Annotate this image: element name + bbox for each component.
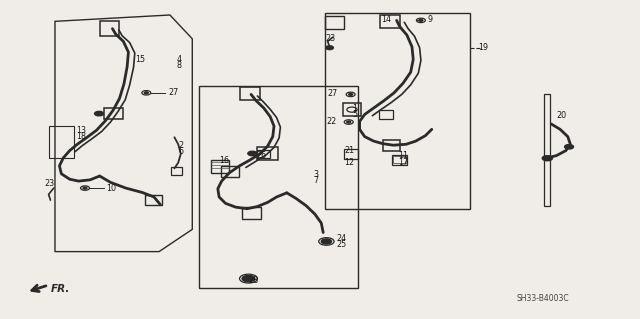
Text: 7: 7 [314,176,319,185]
Text: 22: 22 [326,117,337,126]
Text: 28: 28 [248,276,259,285]
Text: 19: 19 [478,43,488,52]
Bar [344,149,358,159]
Circle shape [145,92,148,94]
Text: 9: 9 [428,15,433,24]
Bar [325,16,344,29]
Text: 6: 6 [178,147,183,156]
Bar [239,87,260,100]
Text: 11: 11 [398,151,408,160]
Text: 25: 25 [336,240,346,249]
Text: 2: 2 [178,141,183,150]
Bar [543,94,550,205]
Text: 16: 16 [219,156,229,165]
Text: 10: 10 [106,184,116,193]
Bar [257,147,278,160]
Circle shape [542,156,552,161]
Circle shape [419,19,423,21]
Text: 8: 8 [176,61,181,70]
Text: 4: 4 [176,55,181,64]
Text: SH33-B4003C: SH33-B4003C [516,294,570,303]
Bar [49,126,74,158]
Circle shape [321,239,332,244]
Bar [171,167,182,175]
Text: FR.: FR. [51,284,70,294]
Bar [343,103,361,116]
Text: 20: 20 [556,111,566,120]
Text: 5: 5 [352,110,357,119]
Text: 21: 21 [344,146,355,155]
Text: 1: 1 [352,104,357,113]
Bar [392,155,407,165]
Text: 13: 13 [76,126,86,135]
Bar [221,167,239,177]
Bar [257,150,270,158]
Bar [379,110,393,119]
Text: 17: 17 [398,158,408,167]
Circle shape [83,187,87,189]
Text: 14: 14 [381,15,391,24]
Text: 18: 18 [76,132,86,141]
Circle shape [242,275,255,282]
Circle shape [95,111,104,116]
Circle shape [248,151,257,156]
Bar [383,140,401,151]
Text: 3: 3 [314,170,319,179]
Text: 26: 26 [256,151,266,160]
Bar [211,160,229,173]
Text: 15: 15 [135,55,145,64]
Text: 12: 12 [344,158,355,167]
Bar [145,195,162,205]
Circle shape [564,145,573,149]
Circle shape [349,93,353,95]
Text: 27: 27 [328,89,338,98]
Text: 23: 23 [44,179,54,188]
Circle shape [347,121,351,123]
Circle shape [326,46,333,50]
Text: 24: 24 [336,234,346,243]
Bar [393,156,406,163]
Bar [100,21,119,36]
Text: 23: 23 [325,34,335,43]
Bar [242,206,261,219]
Text: 27: 27 [168,88,179,97]
Bar [104,108,124,119]
Bar [380,15,401,28]
